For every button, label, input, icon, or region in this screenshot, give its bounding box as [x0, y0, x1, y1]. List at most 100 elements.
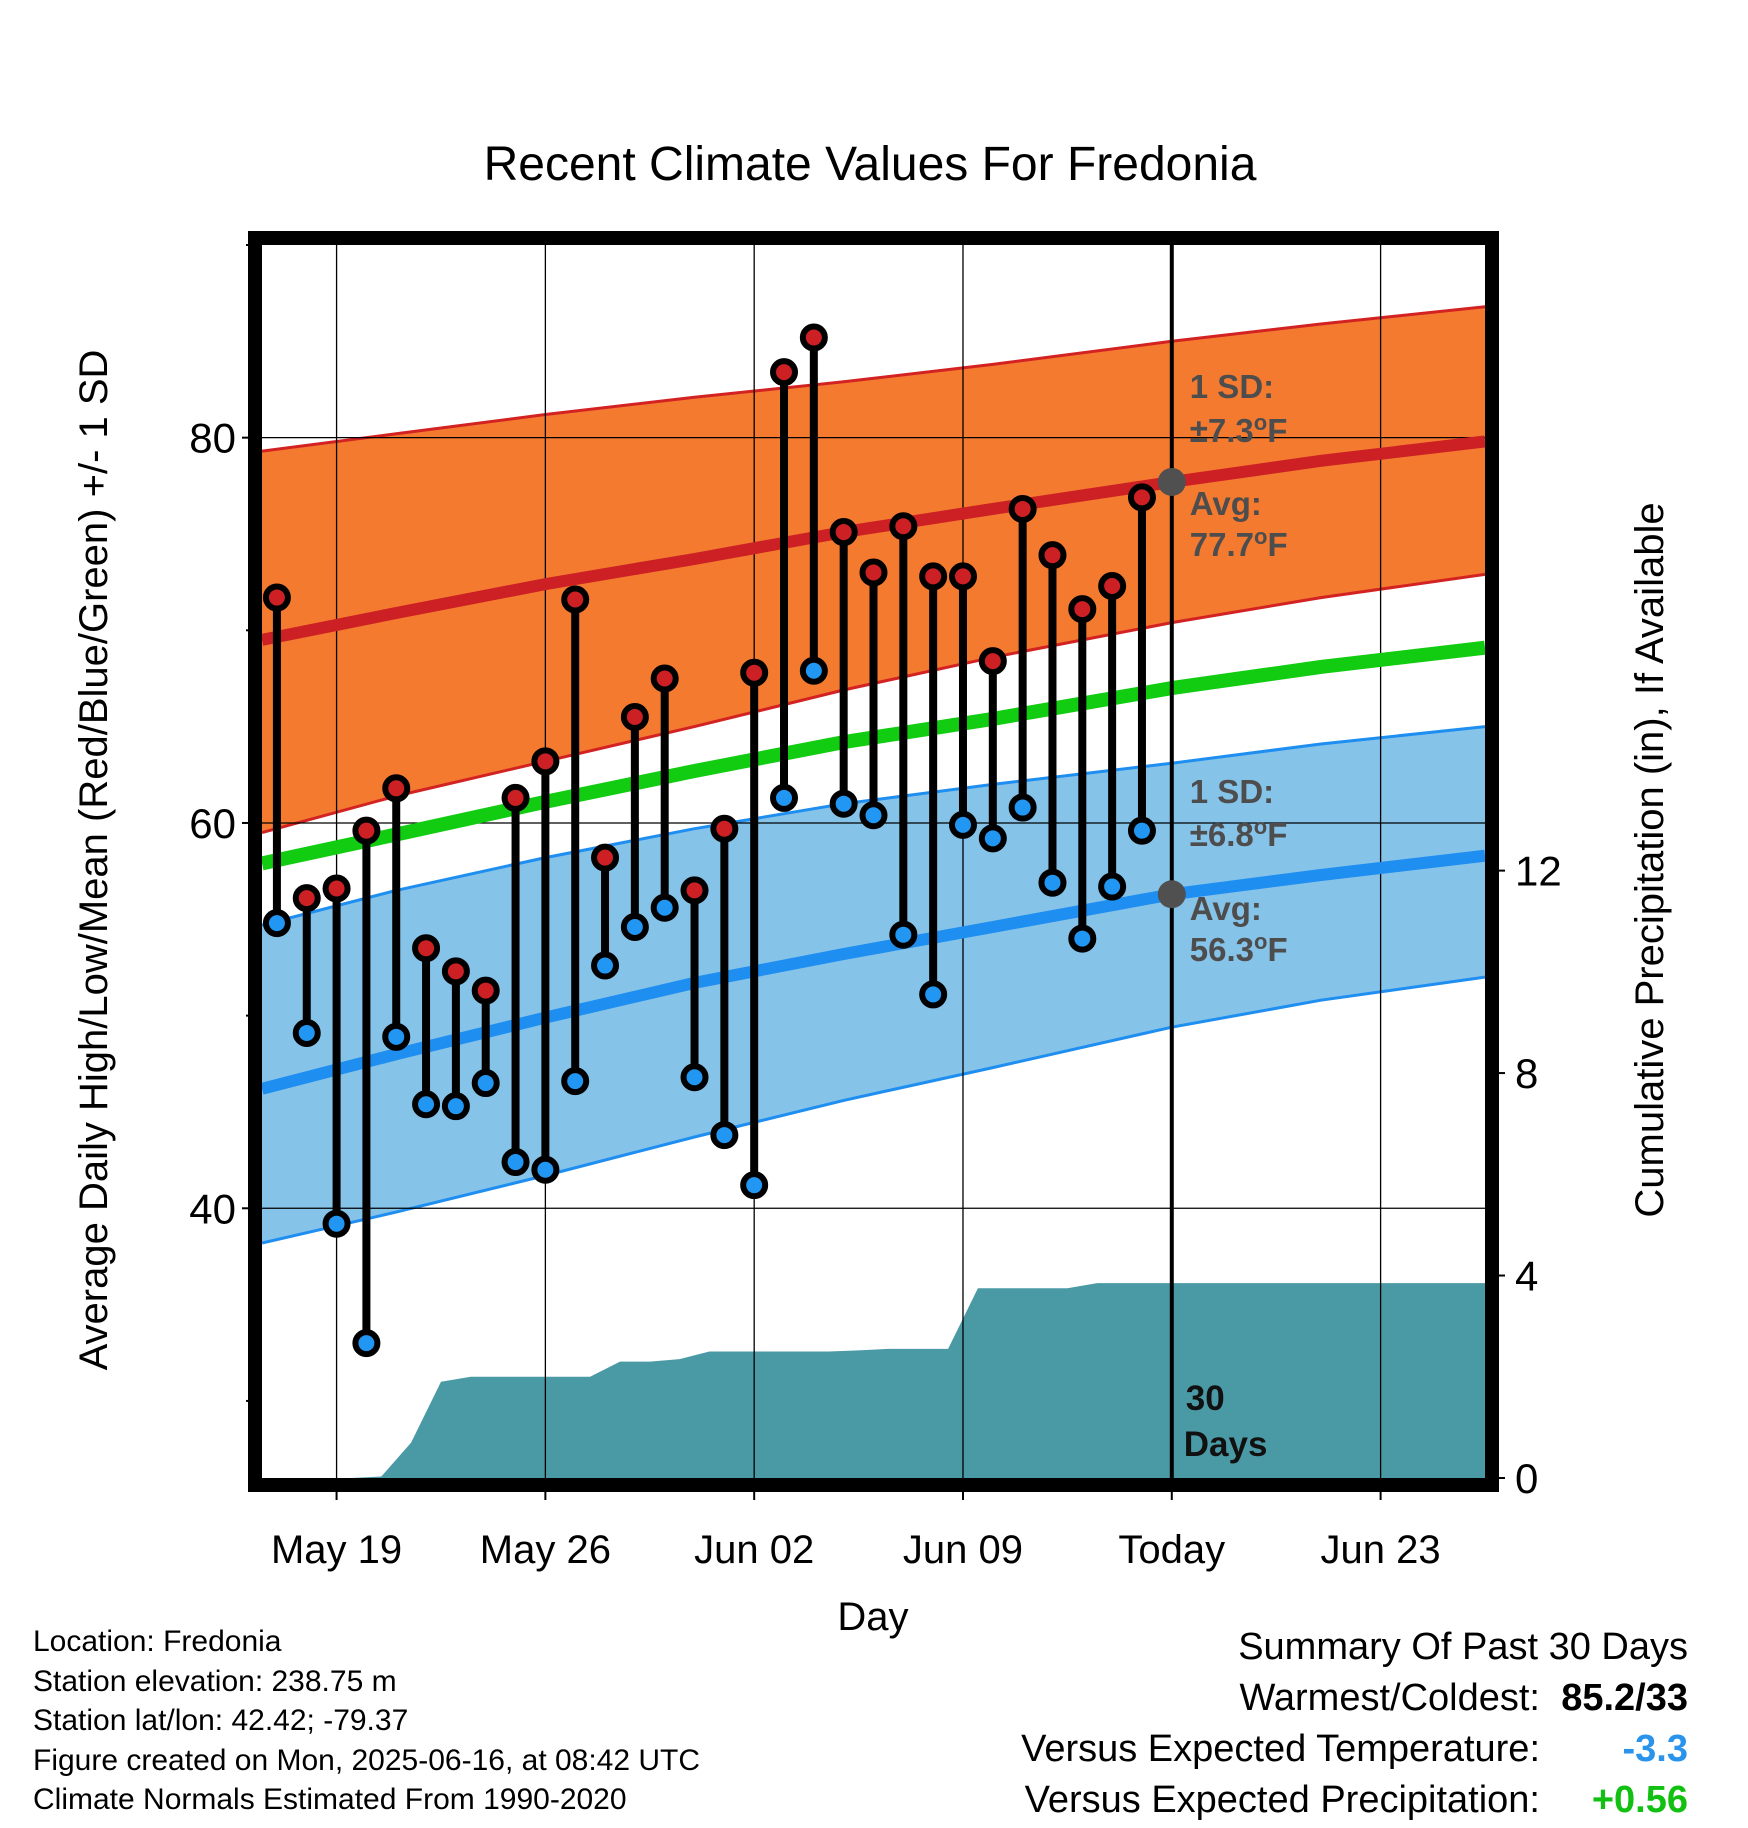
y2-axis-label: Cumulative Precipitation (in), If Availa…	[1628, 502, 1672, 1217]
y-axis-label: Average Daily High/Low/Mean (Red/Blue/Gr…	[72, 350, 116, 1371]
plot-interior	[262, 245, 1485, 1478]
low-avg-value-degree: o	[1254, 929, 1267, 954]
days-label: Days	[1184, 1425, 1268, 1464]
high-sd-value: ±7.3oF	[1190, 410, 1288, 449]
high-avg-value-unit: F	[1267, 526, 1287, 563]
observed-low-point	[591, 951, 620, 980]
y-tick-label: 80	[189, 415, 236, 462]
observed-low-point	[441, 1092, 470, 1121]
observed-high-point	[352, 816, 381, 845]
normal-low-band	[262, 726, 1485, 1243]
observed-low-point	[978, 824, 1007, 853]
meta-elevation: Station elevation: 238.75 m	[33, 1664, 397, 1698]
x-tick-label: Jun 02	[694, 1528, 814, 1572]
summary-temp-row: Versus Expected Temperature: -3.3	[1021, 1724, 1688, 1775]
observed-high-point	[471, 976, 500, 1005]
y2-tick-label: 0	[1515, 1455, 1538, 1502]
observed-high-point	[322, 874, 351, 903]
meta-latlon: Station lat/lon: 42.42; -79.37	[33, 1704, 409, 1737]
y2-tick-label: 4	[1515, 1253, 1538, 1300]
observed-low-point	[620, 913, 649, 942]
summary-warmest-row: Warmest/Coldest: 85.2/33	[1021, 1673, 1688, 1724]
observed-low-point	[799, 656, 828, 685]
observed-high-point	[531, 747, 560, 776]
observed-low-point	[262, 909, 291, 938]
summary-precip-label: Versus Expected Precipitation:	[1024, 1779, 1540, 1821]
y-tick-label: 60	[189, 800, 236, 847]
today-high-avg-point	[1157, 467, 1186, 496]
observed-low-point	[919, 980, 948, 1009]
observed-high-point	[591, 843, 620, 872]
observed-high-point	[382, 774, 411, 803]
observed-high-point	[710, 814, 739, 843]
summary-title: Summary Of Past 30 Days	[1238, 1626, 1688, 1668]
summary-warmest-value: 85.2/33	[1561, 1677, 1688, 1719]
observed-low-point	[292, 1018, 321, 1047]
observed-low-point	[322, 1209, 351, 1238]
observed-high-point	[620, 703, 649, 732]
observed-low-point	[948, 810, 977, 839]
observed-low-point	[740, 1171, 769, 1200]
observed-high-point	[889, 512, 918, 541]
high-avg-value-number: 77.7	[1190, 526, 1254, 563]
observed-low-point	[1098, 872, 1127, 901]
low-avg-value-unit: F	[1267, 931, 1287, 968]
observed-low-point	[1127, 816, 1156, 845]
high-avg-value-degree: o	[1254, 524, 1267, 549]
summary-panel: Summary Of Past 30 Days Warmest/Coldest:…	[1021, 1622, 1688, 1826]
summary-precip-row: Versus Expected Precipitation: +0.56	[1021, 1775, 1688, 1826]
observed-high-point	[262, 583, 291, 612]
observed-high-point	[978, 647, 1007, 676]
plot-area	[262, 245, 1485, 1478]
y-tick-label: 40	[189, 1185, 236, 1232]
normal-high-band-upper-edge	[262, 305, 1485, 453]
observed-low-point	[561, 1067, 590, 1096]
observed-high-point	[1098, 572, 1127, 601]
observed-high-point	[1008, 494, 1037, 523]
y2-tick-label: 8	[1515, 1050, 1538, 1097]
observed-high-point	[680, 876, 709, 905]
low-avg-value-number: 56.3	[1190, 931, 1254, 968]
observed-high-point	[948, 562, 977, 591]
summary-temp-value: -3.3	[1622, 1728, 1688, 1770]
observed-high-point	[919, 562, 948, 591]
x-tick-label: Jun 23	[1321, 1528, 1441, 1572]
x-axis-label: Day	[837, 1595, 908, 1639]
observed-low-point	[770, 783, 799, 812]
high-sd-label: 1 SD:	[1190, 368, 1274, 405]
days-count: 30	[1186, 1379, 1225, 1418]
observed-high-point	[770, 358, 799, 387]
observed-low-point	[531, 1155, 560, 1184]
observed-high-point	[740, 658, 769, 687]
high-sd-value-number: ±7.3	[1190, 412, 1254, 449]
x-tick-label: Jun 09	[903, 1528, 1023, 1572]
observed-high-point	[1038, 541, 1067, 570]
meta-created: Figure created on Mon, 2025-06-16, at 08…	[33, 1743, 701, 1777]
observed-high-point	[859, 558, 888, 587]
station-metadata: Location: Fredonia Station elevation: 23…	[33, 1622, 700, 1820]
meta-location: Location: Fredonia	[33, 1625, 282, 1658]
x-tick-label: May 26	[480, 1528, 611, 1572]
observed-low-point	[829, 789, 858, 818]
meta-normals: Climate Normals Estimated From 1990-2020	[33, 1783, 627, 1816]
low-sd-value-degree: o	[1254, 814, 1267, 839]
observed-high-point	[799, 323, 828, 352]
precip-area	[262, 1283, 1485, 1478]
observed-low-point	[710, 1121, 739, 1150]
observed-low-point	[859, 801, 888, 830]
normal-low-mean-line	[262, 849, 1485, 1095]
observed-low-point	[471, 1069, 500, 1098]
x-tick-label: Today	[1118, 1528, 1225, 1572]
observed-low-point	[650, 893, 679, 922]
observed-high-point	[292, 884, 321, 913]
x-tick-label: May 19	[271, 1528, 402, 1572]
high-avg-value: 77.7oF	[1190, 524, 1288, 563]
observed-low-point	[412, 1090, 441, 1119]
summary-precip-value: +0.56	[1591, 1779, 1688, 1821]
observed-low-point	[889, 920, 918, 949]
y2-tick-label: 12	[1515, 848, 1562, 895]
observed-low-point	[1068, 924, 1097, 953]
